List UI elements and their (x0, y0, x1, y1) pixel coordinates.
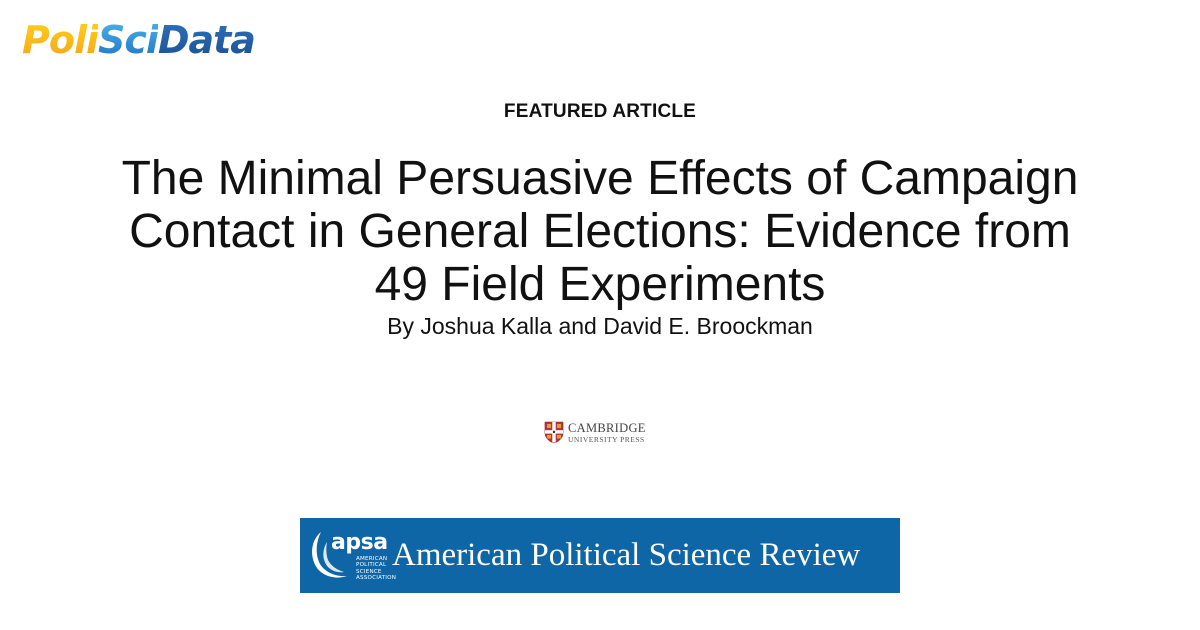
poliscidata-logo[interactable]: Poli Sci Data (22, 18, 256, 70)
apsa-full-name: AMERICAN POLITICAL SCIENCE ASSOCIATION (356, 556, 396, 581)
publisher-name: CAMBRIDGE (568, 421, 646, 435)
logo-part-data: Data (157, 18, 256, 62)
apsa-swoosh-icon (312, 532, 347, 578)
journal-title: American Political Science Review (392, 537, 861, 573)
apsa-logo: apsa AMERICAN POLITICAL SCIENCE ASSOCIAT… (307, 518, 402, 593)
apsa-line-3: SCIENCE (356, 568, 382, 575)
logo-part-poli: Poli (22, 18, 99, 62)
apsa-wordmark: apsa (331, 530, 388, 555)
apsa-line-1: AMERICAN (356, 556, 388, 562)
cambridge-university-press-logo[interactable]: CAMBRIDGE UNIVERSITY PRESS (544, 421, 646, 444)
featured-article-label: FEATURED ARTICLE (503, 101, 697, 122)
apsa-line-4: ASSOCIATION (356, 574, 397, 581)
logo-part-sci: Sci (98, 18, 159, 62)
publisher-subtitle: UNIVERSITY PRESS (568, 434, 645, 444)
article-authors: By Joshua Kalla and David E. Broockman (387, 313, 813, 339)
apsr-journal-banner[interactable]: apsa AMERICAN POLITICAL SCIENCE ASSOCIAT… (300, 518, 900, 593)
apsa-line-2: POLITICAL (356, 562, 387, 569)
cambridge-shield-icon (544, 421, 564, 444)
article-title: The Minimal Persuasive Effects of Campai… (121, 152, 1079, 311)
